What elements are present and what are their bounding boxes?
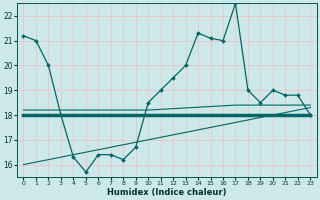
- X-axis label: Humidex (Indice chaleur): Humidex (Indice chaleur): [107, 188, 227, 197]
